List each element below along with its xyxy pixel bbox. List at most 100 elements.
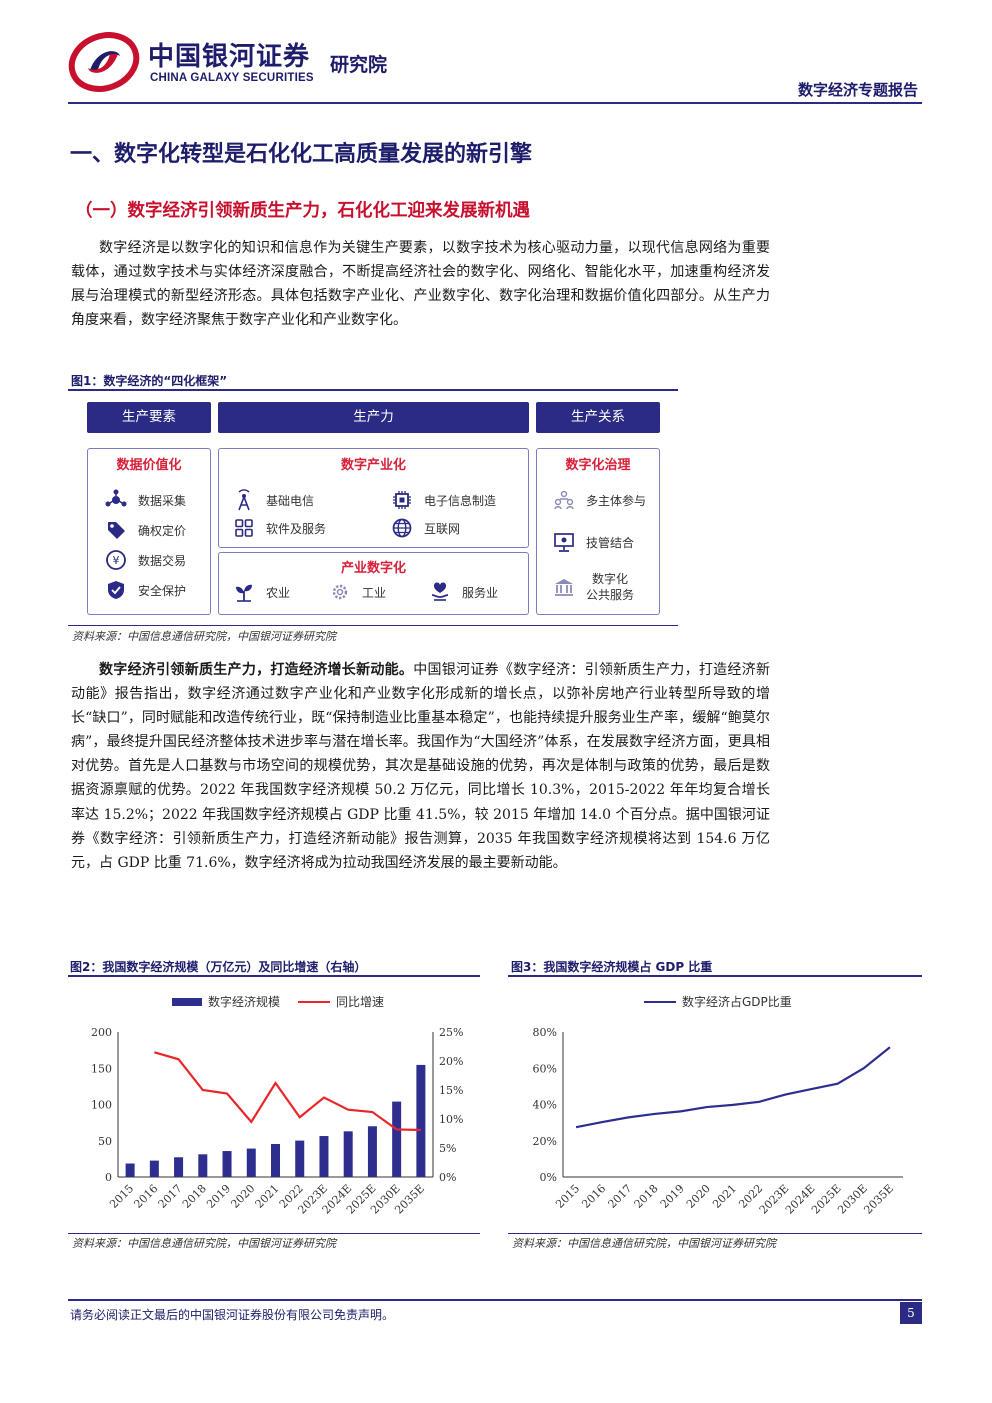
logo-chinese-name: 中国银河证券 [148,42,311,72]
item-label: 互联网 [424,521,461,536]
box-governance: 数字化治理 多主体参与 技管结合 数字化 公共服务 [536,448,660,615]
paragraph-body: 中国银河证券《数字经济：引领新质生产力，打造经济新动能》报告指出，数字经济通过数… [71,662,770,871]
y-right-tick-label: 5% [439,1142,456,1155]
item-multi-party: 多主体参与 [551,487,646,513]
svg-text:¥: ¥ [113,554,120,567]
y-left-tick-label: 200 [91,1026,112,1039]
bar-2017 [174,1157,184,1177]
bar-2022 [295,1140,305,1177]
y-right-tick-label: 0% [439,1171,456,1184]
x-tick-label: 2020 [684,1182,713,1211]
fig3-bottom-rule [508,1233,922,1234]
fig3-legend: 数字经济占GDP比重 [644,993,792,1010]
box-title-governance: 数字化治理 [565,458,631,473]
globe-icon [389,515,415,541]
fig2-title: 图2：我国数字经济规模（万亿元）及同比增速（右轴） [70,960,367,974]
x-tick-label: 2021 [710,1182,739,1211]
x-tick-label: 2016 [131,1182,160,1211]
item-label: 农业 [266,585,291,600]
item-label: 安全保护 [138,583,187,598]
bar-2025E [367,1126,377,1177]
y-tick-label: 60% [533,1062,557,1075]
fig3-source: 资料来源：中国信息通信研究院，中国银河证券研究院 [512,1237,776,1250]
x-tick-label: 2021 [253,1182,282,1211]
people-group-icon [551,487,577,513]
legend-bar-swatch [172,997,202,1006]
col-head-relations: 生产关系 [536,402,660,433]
box-industry-digital: 产业数字化 农业 工业 服务业 [218,552,529,615]
price-tag-icon [103,517,129,543]
box-digital-industry: 数字产业化 基础电信 电子信息制造 软件及服务 互联网 [218,448,529,548]
legend-bar-label: 数字经济规模 [208,995,281,1009]
paragraph-lead: 数字经济引领新质生产力，打造经济增长新动能。 [99,662,414,678]
fig3-top-rule [508,975,922,977]
legend-line-swatch [298,1000,331,1003]
y-left-tick-label: 0 [105,1171,112,1184]
fig3-title: 图3：我国数字经济规模占 GDP 比重 [511,960,713,974]
y-right-tick-label: 15% [439,1084,463,1097]
institute-label: 研究院 [330,54,388,76]
x-tick-label: 2017 [606,1182,635,1211]
y-left-tick-label: 100 [91,1099,112,1112]
fig1-bottom-rule [68,625,678,626]
item-electronics: 电子信息制造 [389,487,496,513]
network-nodes-icon [103,487,129,513]
x-tick-label: 2016 [579,1182,608,1211]
subsection-title: （一）数字经济引领新质生产力，石化化工迎来发展新机遇 [75,201,530,221]
item-tech-management: 技管结合 [551,529,634,555]
app-grid-icon [231,515,257,541]
bar-2019 [222,1151,232,1177]
y-left-tick-label: 150 [91,1062,112,1075]
item-data-collect: 数据采集 [103,487,186,513]
bar-2023E [319,1136,329,1177]
footer-divider [68,1299,922,1301]
footer-disclaimer: 请务必阅读正文最后的中国银河证券股份有限公司免责声明。 [70,1308,395,1322]
logo-english-name: CHINA GALAXY SECURITIES [150,72,314,84]
government-building-icon [551,574,577,600]
gdp-share-line [575,1046,891,1129]
fig2-source: 资料来源：中国信息通信研究院，中国银河证券研究院 [72,1237,336,1250]
y-tick-label: 20% [533,1135,557,1148]
x-tick-label: 2019 [204,1182,233,1211]
y-right-tick-label: 25% [439,1026,463,1039]
item-label: 数字化 公共服务 [586,572,635,602]
chip-icon [389,487,415,513]
gear-icon [327,579,353,605]
fig1-top-rule [68,389,678,391]
item-label: 多主体参与 [586,493,647,508]
bar-2024E [343,1131,353,1177]
x-tick-label: 2019 [658,1182,687,1211]
shield-icon [103,577,129,603]
growth-line [154,1051,421,1132]
x-tick-label: 2017 [156,1182,185,1211]
bar-2020 [246,1148,256,1177]
hand-heart-icon [427,579,453,605]
item-public-service: 数字化 公共服务 [551,571,634,603]
item-telecom: 基础电信 [231,487,314,513]
bar-2018 [198,1154,208,1177]
legend-line-swatch [644,1000,676,1003]
item-data-trade: ¥ 数据交易 [103,547,186,573]
x-tick-label: 2018 [180,1182,209,1211]
body-paragraph: 数字经济引领新质生产力，打造经济增长新动能。中国银河证券《数字经济：引领新质生产… [71,658,770,875]
item-label: 确权定价 [138,523,187,538]
box-title-industry-digital: 产业数字化 [340,561,406,576]
x-tick-label: 2015 [553,1182,582,1211]
item-label: 工业 [362,585,387,600]
y-tick-label: 40% [533,1099,557,1112]
gdp-share-chart: 0%20%40%60%80%20152016201720182019202020… [533,1026,903,1217]
item-software: 软件及服务 [231,515,326,541]
col-head-productivity: 生产力 [218,402,529,433]
item-security: 安全保护 [103,577,186,603]
item-label: 数据采集 [138,493,187,508]
item-label: 软件及服务 [266,521,327,536]
fig1-title: 图1：数字经济的“四化框架” [71,374,228,388]
legend-line-label: 同比增速 [336,995,385,1009]
item-label: 基础电信 [266,493,315,508]
scale-growth-chart: 0 50 100 150 200 0% 5% 10% 15% 20% 25% 201520162017… [91,1026,463,1217]
item-label: 电子信息制造 [424,493,497,508]
y-left-tick-label: 50 [98,1135,112,1148]
y-right-tick-label: 10% [439,1113,463,1126]
item-label: 数据交易 [138,553,187,568]
fig2-bottom-rule [68,1233,480,1234]
